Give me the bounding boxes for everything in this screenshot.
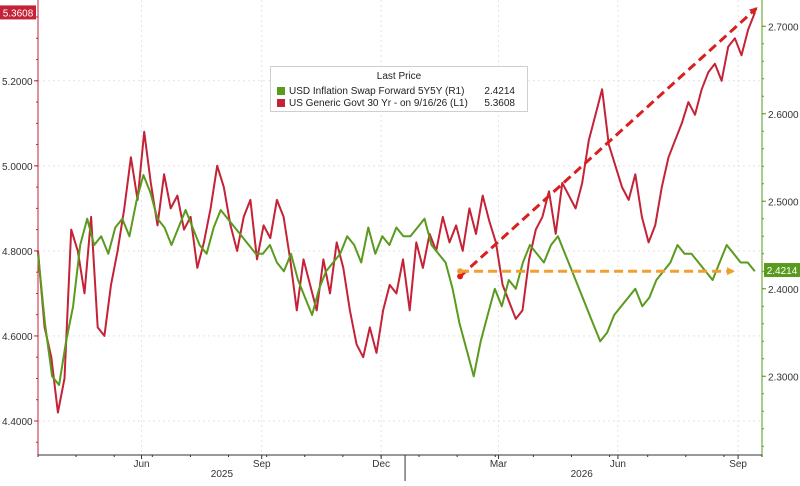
- legend-entry-value: 5.3608: [484, 97, 515, 109]
- x-axis-month-label: Jun: [133, 459, 149, 470]
- series-line-inflation-swap: [37, 174, 756, 386]
- right-last-value-tag: [764, 263, 800, 278]
- trend-arrows: [457, 7, 758, 280]
- right-last-value-label: 2.4214: [767, 266, 798, 277]
- x-axis-month-label: Mar: [490, 459, 508, 470]
- x-axis-month-label: Dec: [372, 459, 390, 470]
- legend-title: Last Price: [376, 71, 422, 82]
- trend-arrow-red: [459, 7, 758, 278]
- left-axis-tick-label: 4.8000: [2, 247, 33, 258]
- series-line-govt-30yr: [37, 12, 756, 414]
- legend-entry-govt-30yr: US Generic Govt 30 Yr - on 9/16/26 (L1) …: [277, 97, 521, 109]
- x-axis-month-label: Jun: [610, 459, 626, 470]
- right-axis-tick-label: 2.3000: [768, 372, 799, 383]
- legend-entry-inflation-swap: USD Inflation Swap Forward 5Y5Y (R1) 2.4…: [277, 85, 521, 97]
- chart-legend: Last Price USD Inflation Swap Forward 5Y…: [270, 66, 528, 112]
- axes: [34, 0, 766, 481]
- legend-swatch-green: [277, 87, 285, 95]
- left-axis-tick-label: 5.2000: [2, 77, 33, 88]
- x-axis-month-label: Sep: [253, 459, 271, 470]
- series-lines: [37, 12, 756, 414]
- right-axis-tick-label: 2.6000: [768, 110, 799, 121]
- right-axis-tick-label: 2.4000: [768, 285, 799, 296]
- left-axis-tick-label: 4.6000: [2, 332, 33, 343]
- legend-entry-value: 2.4214: [484, 85, 515, 97]
- legend-entry-label: USD Inflation Swap Forward 5Y5Y (R1): [289, 85, 465, 97]
- left-last-value-label: 5.3608: [3, 8, 34, 19]
- left-last-value-tag: [0, 5, 36, 20]
- left-axis-tick-label: 4.4000: [2, 417, 33, 428]
- x-axis-year-label: 2026: [571, 469, 594, 480]
- axis-labels: 4.4000 4.6000 4.8000 5.0000 5.2000 2.3000 2.40…: [0, 5, 800, 480]
- x-axis-month-label: Sep: [729, 459, 747, 470]
- legend-entry-label: US Generic Govt 30 Yr - on 9/16/26 (L1): [289, 97, 468, 109]
- right-axis-tick-label: 2.5000: [768, 197, 799, 208]
- legend-swatch-red: [277, 99, 285, 107]
- left-axis-tick-label: 5.0000: [2, 162, 33, 173]
- right-axis-tick-label: 2.7000: [768, 22, 799, 33]
- x-axis-year-label: 2025: [211, 469, 234, 480]
